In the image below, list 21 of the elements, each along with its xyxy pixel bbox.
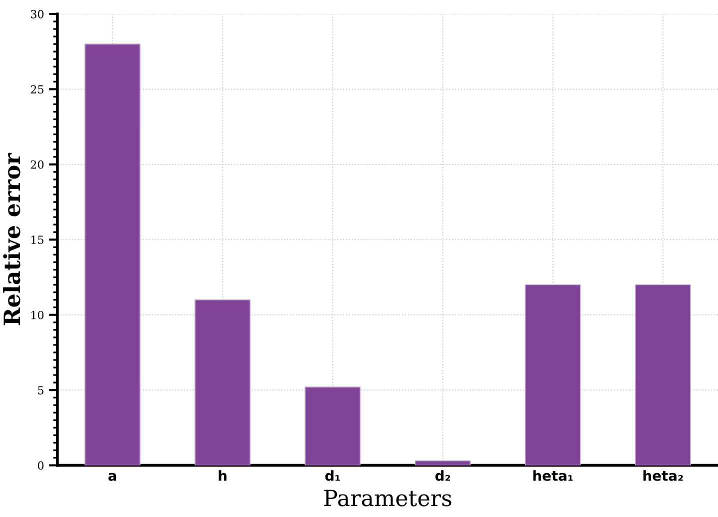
y-tick-label: 15 xyxy=(31,236,44,244)
x-tick-label: d₁ xyxy=(325,470,340,481)
bar xyxy=(194,299,251,466)
x-tick-label: d₂ xyxy=(435,470,450,481)
x-axis-title: Parameters xyxy=(324,490,452,506)
y-tick-label: 0 xyxy=(38,461,44,470)
y-tick-label: 30 xyxy=(30,10,44,18)
bar xyxy=(304,386,361,466)
x-tick-label: a xyxy=(108,472,116,481)
y-tick-label: 10 xyxy=(31,310,44,320)
y-tick-label: 5 xyxy=(38,386,44,394)
bar xyxy=(635,284,691,466)
bar xyxy=(84,44,140,466)
bar xyxy=(524,284,581,466)
y-axis-title: Relative error xyxy=(3,152,20,326)
x-tick-label: h xyxy=(218,470,226,481)
bar xyxy=(414,460,471,466)
x-tick-label: heta₂ xyxy=(643,470,683,481)
x-tick-label: heta₁ xyxy=(533,470,573,481)
y-tick-label: 20 xyxy=(30,160,44,169)
y-tick-label: 25 xyxy=(30,85,44,94)
